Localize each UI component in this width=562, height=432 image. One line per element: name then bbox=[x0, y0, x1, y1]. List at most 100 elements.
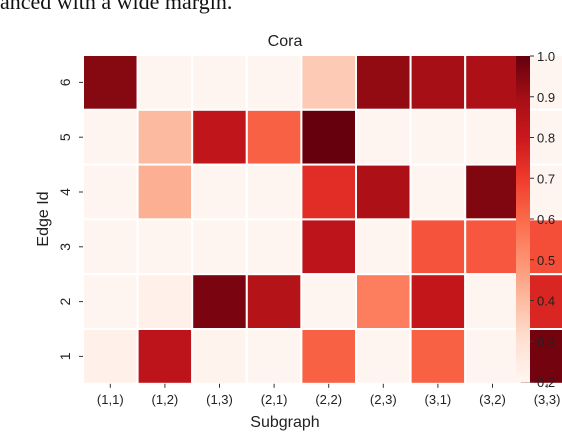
colorbar-segment bbox=[516, 134, 530, 139]
heatmap-cell bbox=[82, 108, 139, 166]
colorbar-segment bbox=[516, 316, 530, 321]
colorbar-segment bbox=[516, 205, 530, 209]
colorbar-segment bbox=[516, 281, 530, 285]
colorbar: 0.2 0.3 0.4 0.5 0.6 0.7 0.8 0.9 1.0 bbox=[516, 49, 555, 390]
colorbar-segment bbox=[516, 58, 530, 63]
colorbar-segment bbox=[516, 371, 530, 375]
colorbar-segment bbox=[516, 183, 530, 187]
colorbar-segment bbox=[516, 77, 530, 82]
x-tick-label: (3,2) bbox=[479, 392, 506, 407]
colorbar-segment bbox=[516, 292, 530, 296]
colorbar-segment bbox=[516, 248, 530, 253]
heatmap-cell bbox=[191, 108, 248, 166]
y-tick-label: 1 bbox=[57, 352, 73, 360]
colorbar-segment bbox=[516, 66, 530, 71]
colorbar-segment bbox=[516, 368, 530, 372]
x-tick-labels: (1,1) (1,2) (1,3) (2,1) (2,2) (2,3) (3,1) (3,2)… bbox=[97, 383, 560, 407]
colorbar-segment bbox=[516, 324, 530, 329]
colorbar-segment bbox=[516, 197, 530, 201]
colorbar-segment bbox=[516, 360, 530, 364]
colorbar-segment bbox=[516, 64, 530, 68]
colorbar-segment bbox=[516, 151, 530, 155]
colorbar-segment bbox=[516, 327, 530, 331]
colorbar-segment bbox=[516, 354, 530, 359]
heatmap-cell bbox=[300, 218, 357, 276]
colorbar-segment bbox=[516, 115, 530, 120]
heatmap-cell bbox=[245, 163, 303, 221]
colorbar-segment bbox=[516, 289, 530, 293]
x-tick-label: (2,3) bbox=[370, 392, 397, 407]
heatmap-cell bbox=[245, 108, 303, 166]
x-tick-label: (3,1) bbox=[425, 392, 452, 407]
colorbar-segment bbox=[516, 199, 530, 204]
colorbar-segment bbox=[516, 273, 530, 277]
colorbar-segment bbox=[516, 278, 530, 283]
x-tick-label: (1,1) bbox=[97, 392, 124, 407]
colorbar-segment bbox=[516, 102, 530, 106]
heatmap-cell bbox=[300, 273, 357, 331]
colorbar-tick-label: 1.0 bbox=[537, 49, 555, 64]
colorbar-tick-label: 0.4 bbox=[537, 294, 555, 309]
heatmap-cell bbox=[409, 163, 467, 221]
heatmap-cell bbox=[409, 218, 467, 276]
colorbar-segment bbox=[516, 240, 530, 245]
colorbar-segment bbox=[516, 286, 530, 291]
colorbar-segment bbox=[516, 376, 530, 380]
colorbar-segment bbox=[516, 167, 530, 171]
colorbar-segment bbox=[516, 75, 530, 79]
colorbar-segment bbox=[516, 88, 530, 92]
colorbar-segment bbox=[516, 224, 530, 228]
caption-fragment: anced with a wide margin. bbox=[0, 0, 233, 14]
colorbar-segment bbox=[516, 104, 530, 109]
colorbar-segment bbox=[516, 85, 530, 90]
heatmap-cell bbox=[355, 54, 412, 111]
colorbar-segment bbox=[516, 191, 530, 196]
heatmap-cell bbox=[409, 328, 467, 385]
colorbar-segment bbox=[516, 297, 530, 302]
heatmap-cell bbox=[355, 218, 412, 276]
colorbar-segment bbox=[516, 311, 530, 315]
x-tick-label: (2,2) bbox=[315, 392, 342, 407]
colorbar-segment bbox=[516, 262, 530, 266]
colorbar-segment bbox=[516, 333, 530, 337]
colorbar-segment bbox=[516, 72, 530, 76]
colorbar-segment bbox=[516, 148, 530, 152]
heatmap-cell bbox=[191, 54, 248, 111]
y-tick-labels: 6 5 4 3 2 1 bbox=[57, 78, 83, 360]
colorbar-tick-label: 0.7 bbox=[537, 171, 555, 186]
colorbar-segment bbox=[516, 83, 530, 87]
colorbar-segment bbox=[516, 352, 530, 356]
colorbar-segment bbox=[516, 216, 530, 220]
colorbar-segment bbox=[516, 343, 530, 348]
heatmap-cell bbox=[82, 273, 139, 331]
colorbar-segment bbox=[516, 142, 530, 147]
colorbar-segment bbox=[516, 96, 530, 101]
heatmap-cell bbox=[300, 54, 357, 111]
x-tick-label: (2,1) bbox=[261, 392, 288, 407]
heatmap-cell bbox=[464, 218, 521, 276]
colorbar-segment bbox=[516, 232, 530, 236]
colorbar-segment bbox=[516, 238, 530, 242]
colorbar-segment bbox=[516, 338, 530, 342]
heatmap-cell bbox=[409, 54, 467, 111]
colorbar-segment bbox=[516, 221, 530, 226]
heatmap-cell bbox=[82, 54, 139, 111]
heatmap-cell bbox=[355, 163, 412, 221]
colorbar-segment bbox=[516, 235, 530, 239]
colorbar-segment bbox=[516, 259, 530, 264]
colorbar-segment bbox=[516, 80, 530, 84]
colorbar-segment bbox=[516, 194, 530, 198]
colorbar-segment bbox=[516, 99, 530, 103]
colorbar-segment bbox=[516, 208, 530, 212]
colorbar-segment bbox=[516, 276, 530, 280]
colorbar-segment bbox=[516, 335, 530, 340]
y-tick-label: 3 bbox=[57, 243, 73, 251]
heatmap-cell bbox=[300, 328, 357, 385]
colorbar-segment bbox=[516, 132, 530, 136]
heatmap-cell bbox=[136, 54, 194, 111]
heatmap-cell bbox=[82, 218, 139, 276]
colorbar-segment bbox=[516, 373, 530, 378]
colorbar-segment bbox=[516, 180, 530, 185]
heatmap-cell bbox=[136, 218, 194, 276]
